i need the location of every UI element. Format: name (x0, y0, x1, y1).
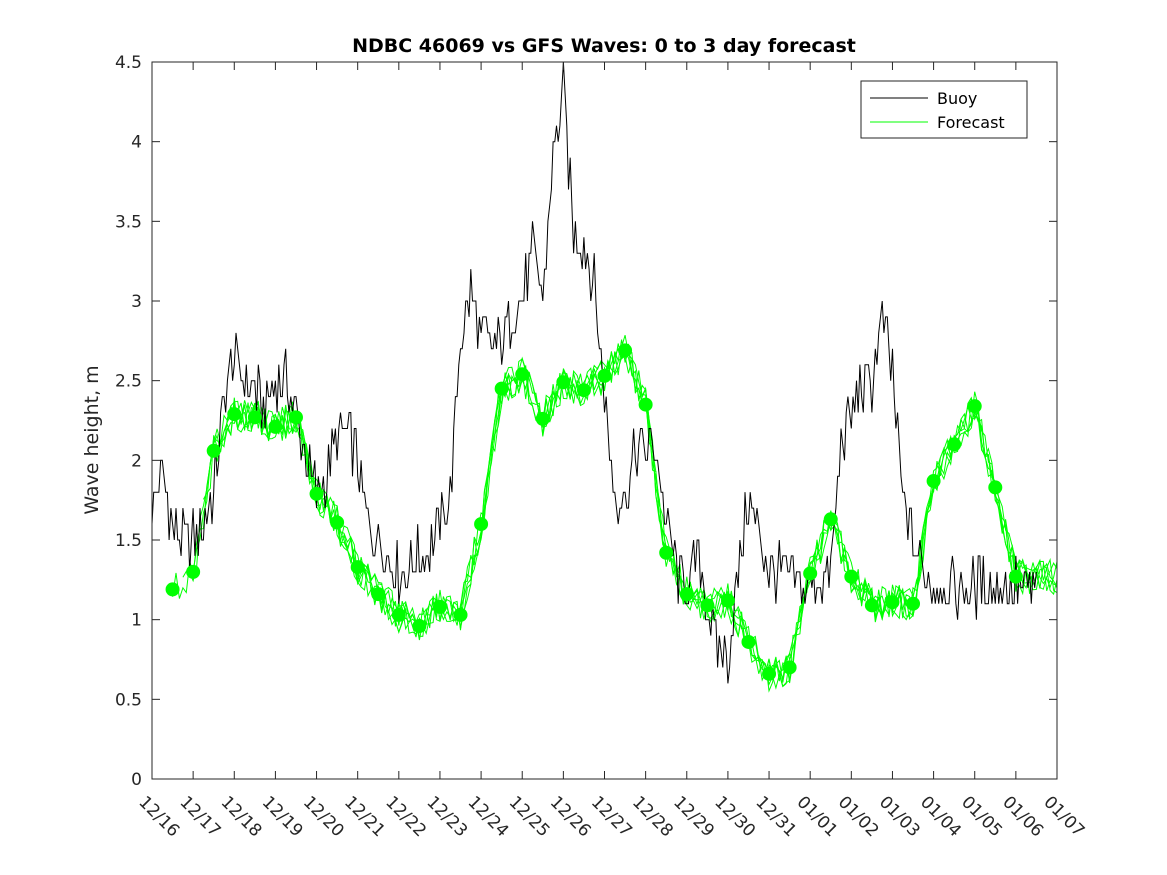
forecast-point (967, 399, 982, 414)
forecast-point (535, 411, 550, 426)
legend: Buoy Forecast (860, 80, 1028, 139)
forecast-point (885, 595, 900, 610)
forecast-point (309, 486, 324, 501)
forecast-point (700, 598, 715, 613)
series-layer (151, 61, 1037, 684)
forecast-point (823, 512, 838, 527)
forecast-point (515, 367, 530, 382)
forecast-point (247, 410, 262, 425)
forecast-point (782, 660, 797, 675)
y-tick-label: 1.5 (115, 531, 142, 551)
y-tick-label: 3.5 (115, 212, 142, 232)
forecast-point (720, 593, 735, 608)
forecast-point (288, 410, 303, 425)
y-tick-label: 4 (131, 133, 142, 153)
forecast-point (556, 375, 571, 390)
forecast-point (844, 569, 859, 584)
forecast-point (391, 607, 406, 622)
y-tick-label: 2.5 (115, 372, 142, 392)
y-tick-label: 1 (131, 611, 142, 631)
forecast-point (1008, 569, 1023, 584)
forecast-point (494, 381, 509, 396)
y-tick-label: 2 (131, 451, 142, 471)
forecast-point (474, 517, 489, 532)
forecast-line (223, 339, 1058, 687)
forecast-point (330, 515, 345, 530)
legend-label-buoy: Buoy (937, 89, 977, 108)
forecast-point (659, 545, 674, 560)
forecast-point (864, 598, 879, 613)
y-axis: 0 0.5 1 1.5 2 2.5 3 3.5 4 4.5 (115, 53, 1057, 790)
y-tick-label: 0.5 (115, 690, 142, 710)
legend-box (860, 80, 1028, 139)
forecast-point (762, 666, 777, 681)
y-axis-label: Wave height, m (81, 365, 103, 514)
legend-label-forecast: Forecast (937, 113, 1005, 132)
forecast-point (186, 564, 201, 579)
forecast-markers (165, 343, 1023, 681)
forecast-point (618, 343, 633, 358)
forecast-point (741, 634, 756, 649)
y-tick-label: 3 (131, 292, 142, 312)
forecast-point (576, 383, 591, 398)
forecast-point (803, 566, 818, 581)
forecast-point (165, 582, 180, 597)
forecast-point (268, 419, 283, 434)
forecast-point (412, 619, 427, 634)
forecast-point (679, 587, 694, 602)
forecast-point (206, 443, 221, 458)
forecast-point (947, 437, 962, 452)
forecast-point (432, 599, 447, 614)
forecast-point (597, 368, 612, 383)
forecast-point (638, 397, 653, 412)
forecast-point (371, 587, 386, 602)
y-tick-label: 4.5 (115, 53, 142, 73)
buoy-line (151, 61, 1037, 684)
forecast-point (906, 596, 921, 611)
forecast-point (926, 474, 941, 489)
plot-area (152, 62, 1057, 779)
forecast-point (227, 407, 242, 422)
y-tick-label: 0 (131, 770, 142, 790)
forecast-point (350, 560, 365, 575)
forecast-point (988, 480, 1003, 495)
chart-title: NDBC 46069 vs GFS Waves: 0 to 3 day fore… (352, 35, 856, 57)
forecast-point (453, 607, 468, 622)
